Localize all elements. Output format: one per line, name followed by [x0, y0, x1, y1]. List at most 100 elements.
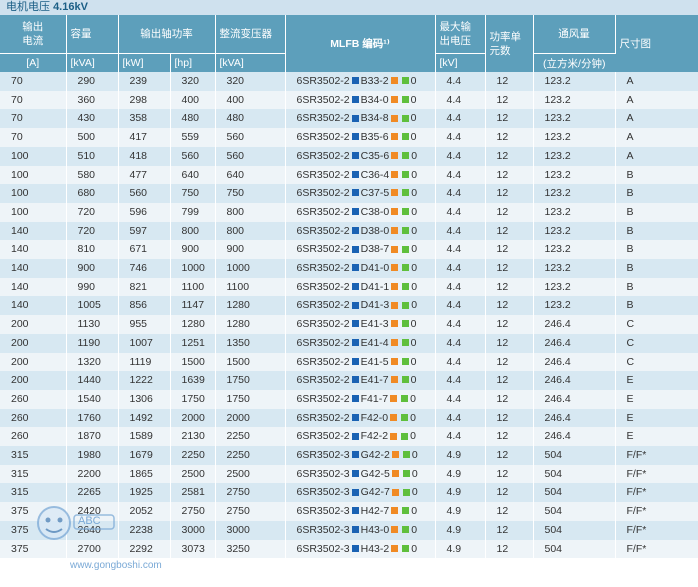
cell-kva: 1320	[66, 352, 119, 372]
mlfb-suffix: 0	[411, 299, 418, 312]
mlfb-code: C35-6	[360, 149, 390, 162]
cell-tr: 900	[215, 240, 286, 260]
table-row: 315 2200 1865 2500 2500 6SR3502-3 G42-5 0 4.9 12 5…	[0, 464, 698, 484]
header-size: 尺寸图	[615, 15, 698, 72]
cell-sz: B	[615, 165, 698, 185]
cell-kva: 510	[66, 146, 119, 166]
placeholder-square-blue-icon	[351, 320, 359, 328]
table-header: 输出 电流 容量 输出轴功率 整流变压器 MLFB 编码¹⁾ 最大输 出电压 功率单…	[0, 15, 698, 72]
mlfb-prefix: 6SR3502-2	[296, 318, 350, 331]
cell-kva: 1540	[66, 389, 119, 409]
mlfb-prefix: 6SR3502-2	[296, 224, 350, 237]
mlfb-code: B34-0	[360, 93, 389, 106]
cell-hp: 1639	[170, 371, 216, 390]
cell-hp: 400	[170, 90, 216, 110]
placeholder-square-green-icon	[402, 301, 410, 309]
header-transformer: 整流变压器	[215, 15, 286, 54]
cell-mlfb: 6SR3502-2 D41-3 0	[285, 296, 436, 316]
header-shaft-power: 输出轴功率	[118, 15, 216, 54]
placeholder-square-green-icon	[401, 376, 409, 384]
cell-n: 12	[485, 72, 534, 91]
mlfb-suffix: 0	[411, 523, 418, 536]
table-title: 电机电压 4.16kV	[0, 0, 698, 15]
placeholder-square-green-icon	[401, 357, 409, 365]
cell-kw: 1925	[118, 483, 171, 503]
cell-sz: B	[615, 296, 698, 316]
cell-hp: 1100	[170, 277, 216, 297]
mlfb-code: G42-5	[360, 467, 390, 480]
cell-hp: 800	[170, 221, 216, 241]
cell-hp: 320	[170, 72, 216, 91]
placeholder-square-green-icon	[402, 264, 410, 272]
cell-kva: 1005	[66, 296, 119, 316]
cell-mlfb: 6SR3502-2 E41-7 0	[285, 371, 436, 390]
unit-transformer: [kVA]	[215, 53, 286, 72]
cell-tr: 1280	[215, 296, 286, 316]
header-capacity: 容量	[66, 15, 119, 54]
cell-v: 4.4	[435, 333, 486, 353]
cell-kva: 580	[66, 165, 119, 185]
table-body: 70 290 239 320 320 6SR3502-2 B33-2 0 4.4 12 123.2 A…	[0, 72, 698, 559]
mlfb-suffix: 0	[410, 392, 416, 405]
placeholder-square-blue-icon	[351, 133, 359, 141]
placeholder-square-orange-icon	[391, 301, 399, 309]
cell-kva: 290	[66, 72, 119, 91]
cell-sz: F/F*	[615, 464, 698, 484]
cell-a: 140	[0, 277, 67, 297]
placeholder-square-orange-icon	[390, 357, 398, 365]
cell-sz: F/F*	[615, 483, 698, 503]
mlfb-code: G42-2	[360, 449, 390, 462]
mlfb-prefix: 6SR3502-2	[296, 243, 350, 256]
cell-v: 4.4	[435, 427, 486, 447]
cell-kva: 2700	[66, 539, 119, 559]
cell-v: 4.4	[435, 315, 486, 334]
cell-air: 504	[533, 483, 616, 503]
placeholder-square-orange-icon	[390, 95, 398, 103]
cell-v: 4.4	[435, 72, 486, 91]
cell-a: 200	[0, 315, 67, 334]
cell-kw: 1306	[118, 389, 171, 409]
cell-tr: 3250	[215, 539, 286, 559]
cell-mlfb: 6SR3502-3 H43-2 0	[285, 539, 436, 559]
cell-n: 12	[485, 277, 534, 297]
cell-kva: 720	[66, 202, 119, 222]
cell-tr: 1000	[215, 259, 286, 278]
table-row: 140 900 746 1000 1000 6SR3502-2 D41-0 0 4.4 12 123…	[0, 259, 698, 278]
placeholder-square-blue-icon	[351, 469, 359, 477]
mlfb-suffix: 0	[410, 355, 417, 368]
placeholder-square-orange-icon	[391, 451, 399, 459]
cell-sz: C	[615, 352, 698, 372]
cell-tr: 750	[215, 184, 286, 203]
cell-kva: 2200	[66, 464, 119, 484]
unit-kw: [kW]	[118, 53, 171, 72]
mlfb-code: G42-7	[360, 486, 390, 499]
cell-v: 4.4	[435, 90, 486, 110]
mlfb-prefix: 6SR3502-2	[296, 392, 350, 405]
placeholder-square-blue-icon	[351, 413, 359, 421]
table-row: 200 1190 1007 1251 1350 6SR3502-2 E41-4 0 4.4 12 2…	[0, 333, 698, 353]
cell-hp: 3000	[170, 520, 216, 540]
placeholder-square-orange-icon	[390, 432, 398, 440]
cell-kva: 810	[66, 240, 119, 260]
cell-hp: 640	[170, 165, 216, 185]
cell-air: 246.4	[533, 315, 616, 334]
cell-a: 70	[0, 72, 67, 91]
cell-n: 12	[485, 240, 534, 260]
mlfb-prefix: 6SR3502-2	[296, 299, 350, 312]
mlfb-suffix: 0	[411, 486, 418, 499]
cell-kw: 1679	[118, 446, 171, 465]
mlfb-suffix: 0	[410, 75, 417, 87]
table-row: 315 1980 1679 2250 2250 6SR3502-3 G42-2 0 4.9 12 5…	[0, 446, 698, 465]
mlfb-code: E41-5	[360, 355, 389, 368]
cell-hp: 2000	[170, 408, 216, 428]
cell-n: 12	[485, 446, 534, 465]
cell-kw: 417	[118, 128, 171, 147]
cell-sz: A	[615, 128, 698, 147]
cell-n: 12	[485, 259, 534, 278]
cell-hp: 2750	[170, 502, 216, 521]
cell-kw: 1865	[118, 464, 171, 484]
cell-tr: 1500	[215, 352, 286, 372]
cell-n: 12	[485, 221, 534, 241]
placeholder-square-green-icon	[401, 95, 409, 103]
cell-air: 246.4	[533, 352, 616, 372]
